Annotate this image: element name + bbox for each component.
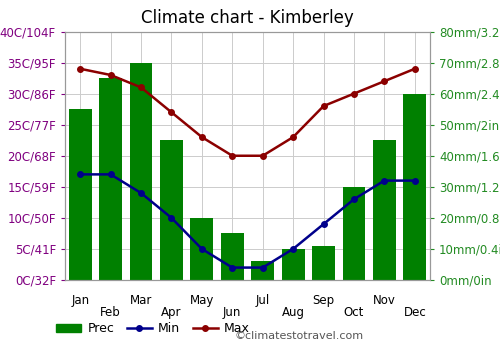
Bar <box>342 187 365 280</box>
Legend: Prec, Min, Max: Prec, Min, Max <box>52 317 255 340</box>
Text: Mar: Mar <box>130 294 152 307</box>
Bar <box>190 218 214 280</box>
Text: Nov: Nov <box>373 294 396 307</box>
Bar <box>221 233 244 280</box>
Bar <box>160 140 183 280</box>
Bar <box>69 109 92 280</box>
Text: Dec: Dec <box>404 306 426 319</box>
Text: Feb: Feb <box>100 306 121 319</box>
Bar <box>373 140 396 280</box>
Text: ©climatestotravel.com: ©climatestotravel.com <box>235 331 364 341</box>
Bar <box>130 63 152 280</box>
Bar <box>312 246 335 280</box>
Text: Jun: Jun <box>223 306 242 319</box>
Bar <box>252 261 274 280</box>
Text: Jul: Jul <box>256 294 270 307</box>
Text: Oct: Oct <box>344 306 364 319</box>
Text: May: May <box>190 294 214 307</box>
Text: Sep: Sep <box>312 294 334 307</box>
Bar <box>282 249 304 280</box>
Title: Climate chart - Kimberley: Climate chart - Kimberley <box>141 9 354 27</box>
Text: Jan: Jan <box>71 294 90 307</box>
Bar <box>99 78 122 280</box>
Text: Aug: Aug <box>282 306 304 319</box>
Bar <box>404 93 426 280</box>
Text: Apr: Apr <box>161 306 182 319</box>
